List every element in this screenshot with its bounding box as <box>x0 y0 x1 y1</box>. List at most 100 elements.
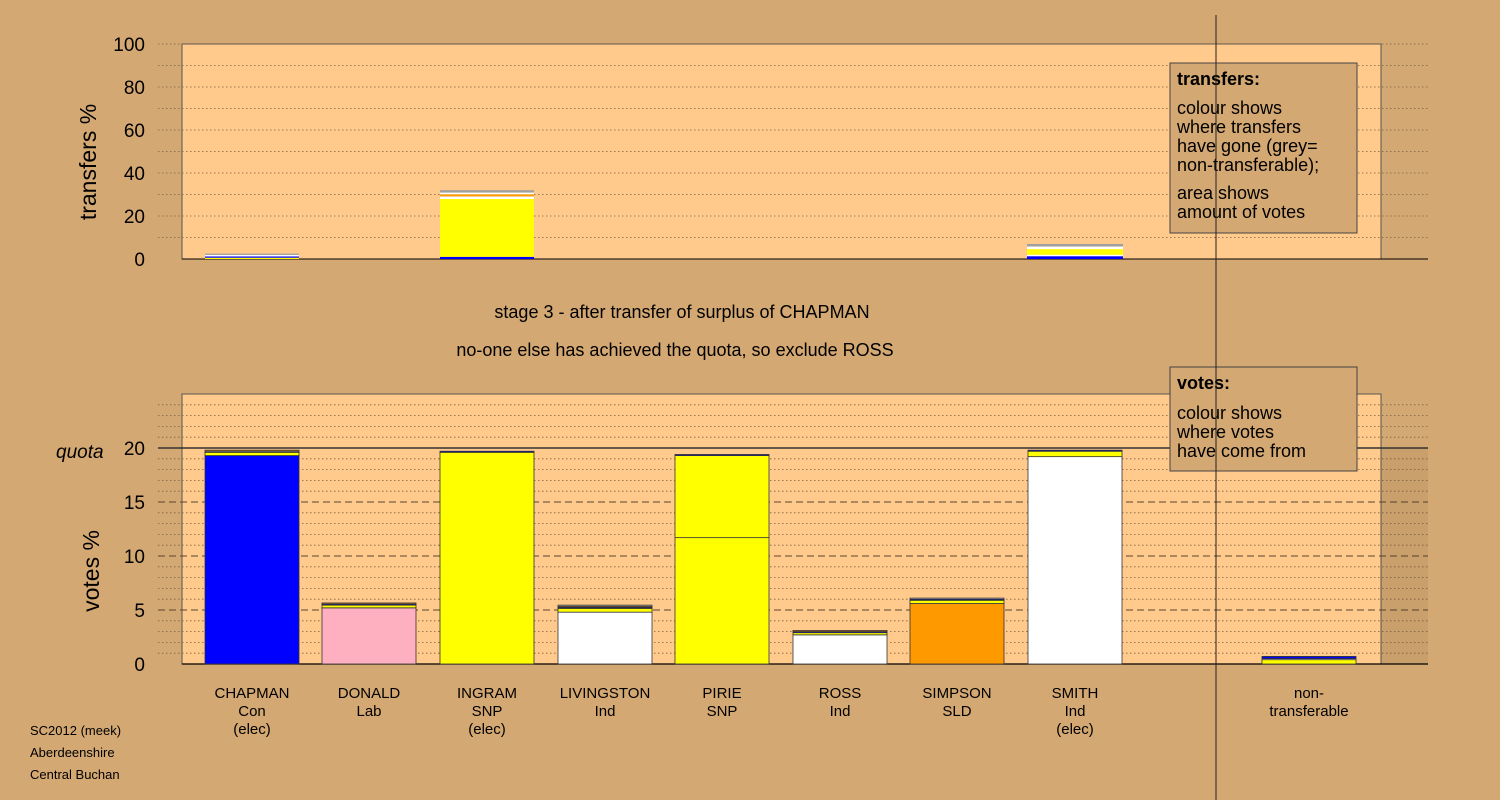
shade-band <box>1381 448 1428 664</box>
votes-segment-ind <box>792 634 888 665</box>
transfers-legend-title: transfers: <box>1177 69 1260 89</box>
votes-segment-con <box>204 455 300 665</box>
transfers-bars <box>205 190 1123 259</box>
transfers-legend-line: area shows <box>1177 183 1269 203</box>
votes-segment-snp <box>557 607 653 613</box>
votes-legend-line: where votes <box>1176 422 1274 442</box>
transfers-panel: 0 20 40 60 80 100 transfers % transfers: colo… <box>75 35 1428 271</box>
votes-bar-chapman <box>204 449 300 665</box>
category-label: DONALD Lab <box>338 685 401 720</box>
transfers-y-tick-label: 80 <box>124 78 145 99</box>
votes-segment-sld <box>321 602 417 605</box>
votes-bar-donald <box>321 602 417 665</box>
votes-segment-snp <box>909 599 1005 604</box>
votes-y-tick-label: 15 <box>124 493 145 514</box>
transfer-segment <box>205 256 299 258</box>
votes-legend-line: colour shows <box>1177 403 1282 423</box>
votes-segment-con <box>439 450 535 453</box>
transfers-gridlines <box>158 43 1428 260</box>
category-label: non-transferable <box>1269 685 1348 720</box>
transfers-y-tick-label: 0 <box>134 250 145 271</box>
category-label: CHAPMAN Con (elec) <box>214 685 289 738</box>
transfer-segment <box>205 257 299 259</box>
votes-y-tick-label: 5 <box>134 601 145 622</box>
category-label: ROSS Ind <box>819 685 862 720</box>
category-label: SMITH Ind (elec) <box>1052 685 1099 738</box>
votes-bar-pirie <box>674 454 770 665</box>
votes-bar-simpson <box>909 597 1005 665</box>
votes-bars <box>204 449 1357 665</box>
votes-segment-con <box>1261 656 1357 660</box>
transfers-legend-line: amount of votes <box>1177 202 1305 222</box>
category-label: SIMPSON SLD <box>922 685 991 720</box>
category-label: INGRAM SNP (elec) <box>457 685 517 738</box>
transfer-segment <box>1027 246 1123 250</box>
stage-subtitle: no-one else has achieved the quota, so e… <box>456 340 893 360</box>
transfer-segment <box>1027 243 1123 247</box>
transfers-y-ticks: 0 20 40 60 80 100 <box>113 35 145 271</box>
votes-segment-sld <box>909 603 1005 665</box>
transfers-y-tick-label: 40 <box>124 164 145 185</box>
votes-legend-title: votes: <box>1177 373 1230 393</box>
votes-y-tick-label: 0 <box>134 655 145 676</box>
votes-segment-snp <box>439 451 535 665</box>
transfer-segment <box>440 192 534 195</box>
footer-line: Aberdeenshire <box>30 745 115 760</box>
category-label: PIRIE SNP <box>702 685 741 720</box>
votes-bar-non-transferable <box>1261 656 1357 665</box>
votes-segment-snp <box>1261 659 1357 665</box>
votes-segment-ind <box>909 597 1005 600</box>
votes-segment-ind <box>557 611 653 665</box>
stage-title: stage 3 - after transfer of surplus of C… <box>494 302 869 322</box>
transfer-segment <box>205 253 299 255</box>
votes-panel: 0 5 10 15 20 CHAPMAN Con (elec) DONALD Lab INGRAM… <box>56 366 1428 738</box>
transfers-y-axis-label: transfers % <box>75 104 101 220</box>
transfer-segment <box>440 256 534 259</box>
votes-segment-sld <box>792 630 888 633</box>
votes-bar-ross <box>792 630 888 665</box>
transfer-bar-smith <box>1027 243 1123 259</box>
transfers-y-tick-label: 100 <box>113 35 145 56</box>
votes-segment-sld <box>204 449 300 452</box>
votes-bar-ingram <box>439 450 535 665</box>
votes-segment-con <box>674 454 770 456</box>
votes-y-tick-label: 10 <box>124 547 145 568</box>
votes-segment-con <box>1027 449 1123 452</box>
transfer-segment <box>1027 249 1123 255</box>
transfers-y-tick-label: 60 <box>124 121 145 142</box>
votes-y-axis-label: votes % <box>78 530 104 612</box>
transfers-legend-line: non-transferable); <box>1177 155 1319 175</box>
transfer-segment <box>205 254 299 257</box>
votes-segment-snp <box>674 537 770 665</box>
transfer-segment <box>440 190 534 193</box>
votes-segment-ind <box>557 604 653 607</box>
transfers-legend-line: have gone (grey= <box>1177 136 1318 156</box>
transfer-bar-ingram <box>440 190 534 259</box>
votes-segment-snp <box>674 455 770 539</box>
transfer-segment <box>440 196 534 200</box>
footer-line: Central Buchan <box>30 767 120 782</box>
transfer-segment <box>1027 254 1123 257</box>
votes-segment-lab <box>321 607 417 665</box>
votes-bar-smith <box>1027 449 1123 665</box>
footer-info: SC2012 (meek) Aberdeenshire Central Buchan <box>30 723 121 782</box>
transfers-legend-line: colour shows <box>1177 98 1282 118</box>
footer-line: SC2012 (meek) <box>30 723 121 738</box>
category-label: LIVINGSTON Ind <box>560 685 651 720</box>
votes-category-labels: CHAPMAN Con (elec) DONALD Lab INGRAM SNP (elec)… <box>214 685 1348 738</box>
transfer-segment <box>440 194 534 197</box>
votes-segment-snp <box>1027 450 1123 458</box>
votes-segment-snp <box>204 451 300 456</box>
votes-legend-line: have come from <box>1177 441 1306 461</box>
votes-y-tick-label: 20 <box>124 439 145 460</box>
transfers-legend-line: where transfers <box>1176 117 1301 137</box>
votes-segment-ind <box>1027 456 1123 665</box>
quota-label: quota <box>56 442 104 463</box>
votes-bar-livingston <box>557 604 653 665</box>
transfer-segment <box>1027 256 1123 259</box>
votes-segment-snp <box>321 604 417 609</box>
transfers-y-tick-label: 20 <box>124 207 145 228</box>
